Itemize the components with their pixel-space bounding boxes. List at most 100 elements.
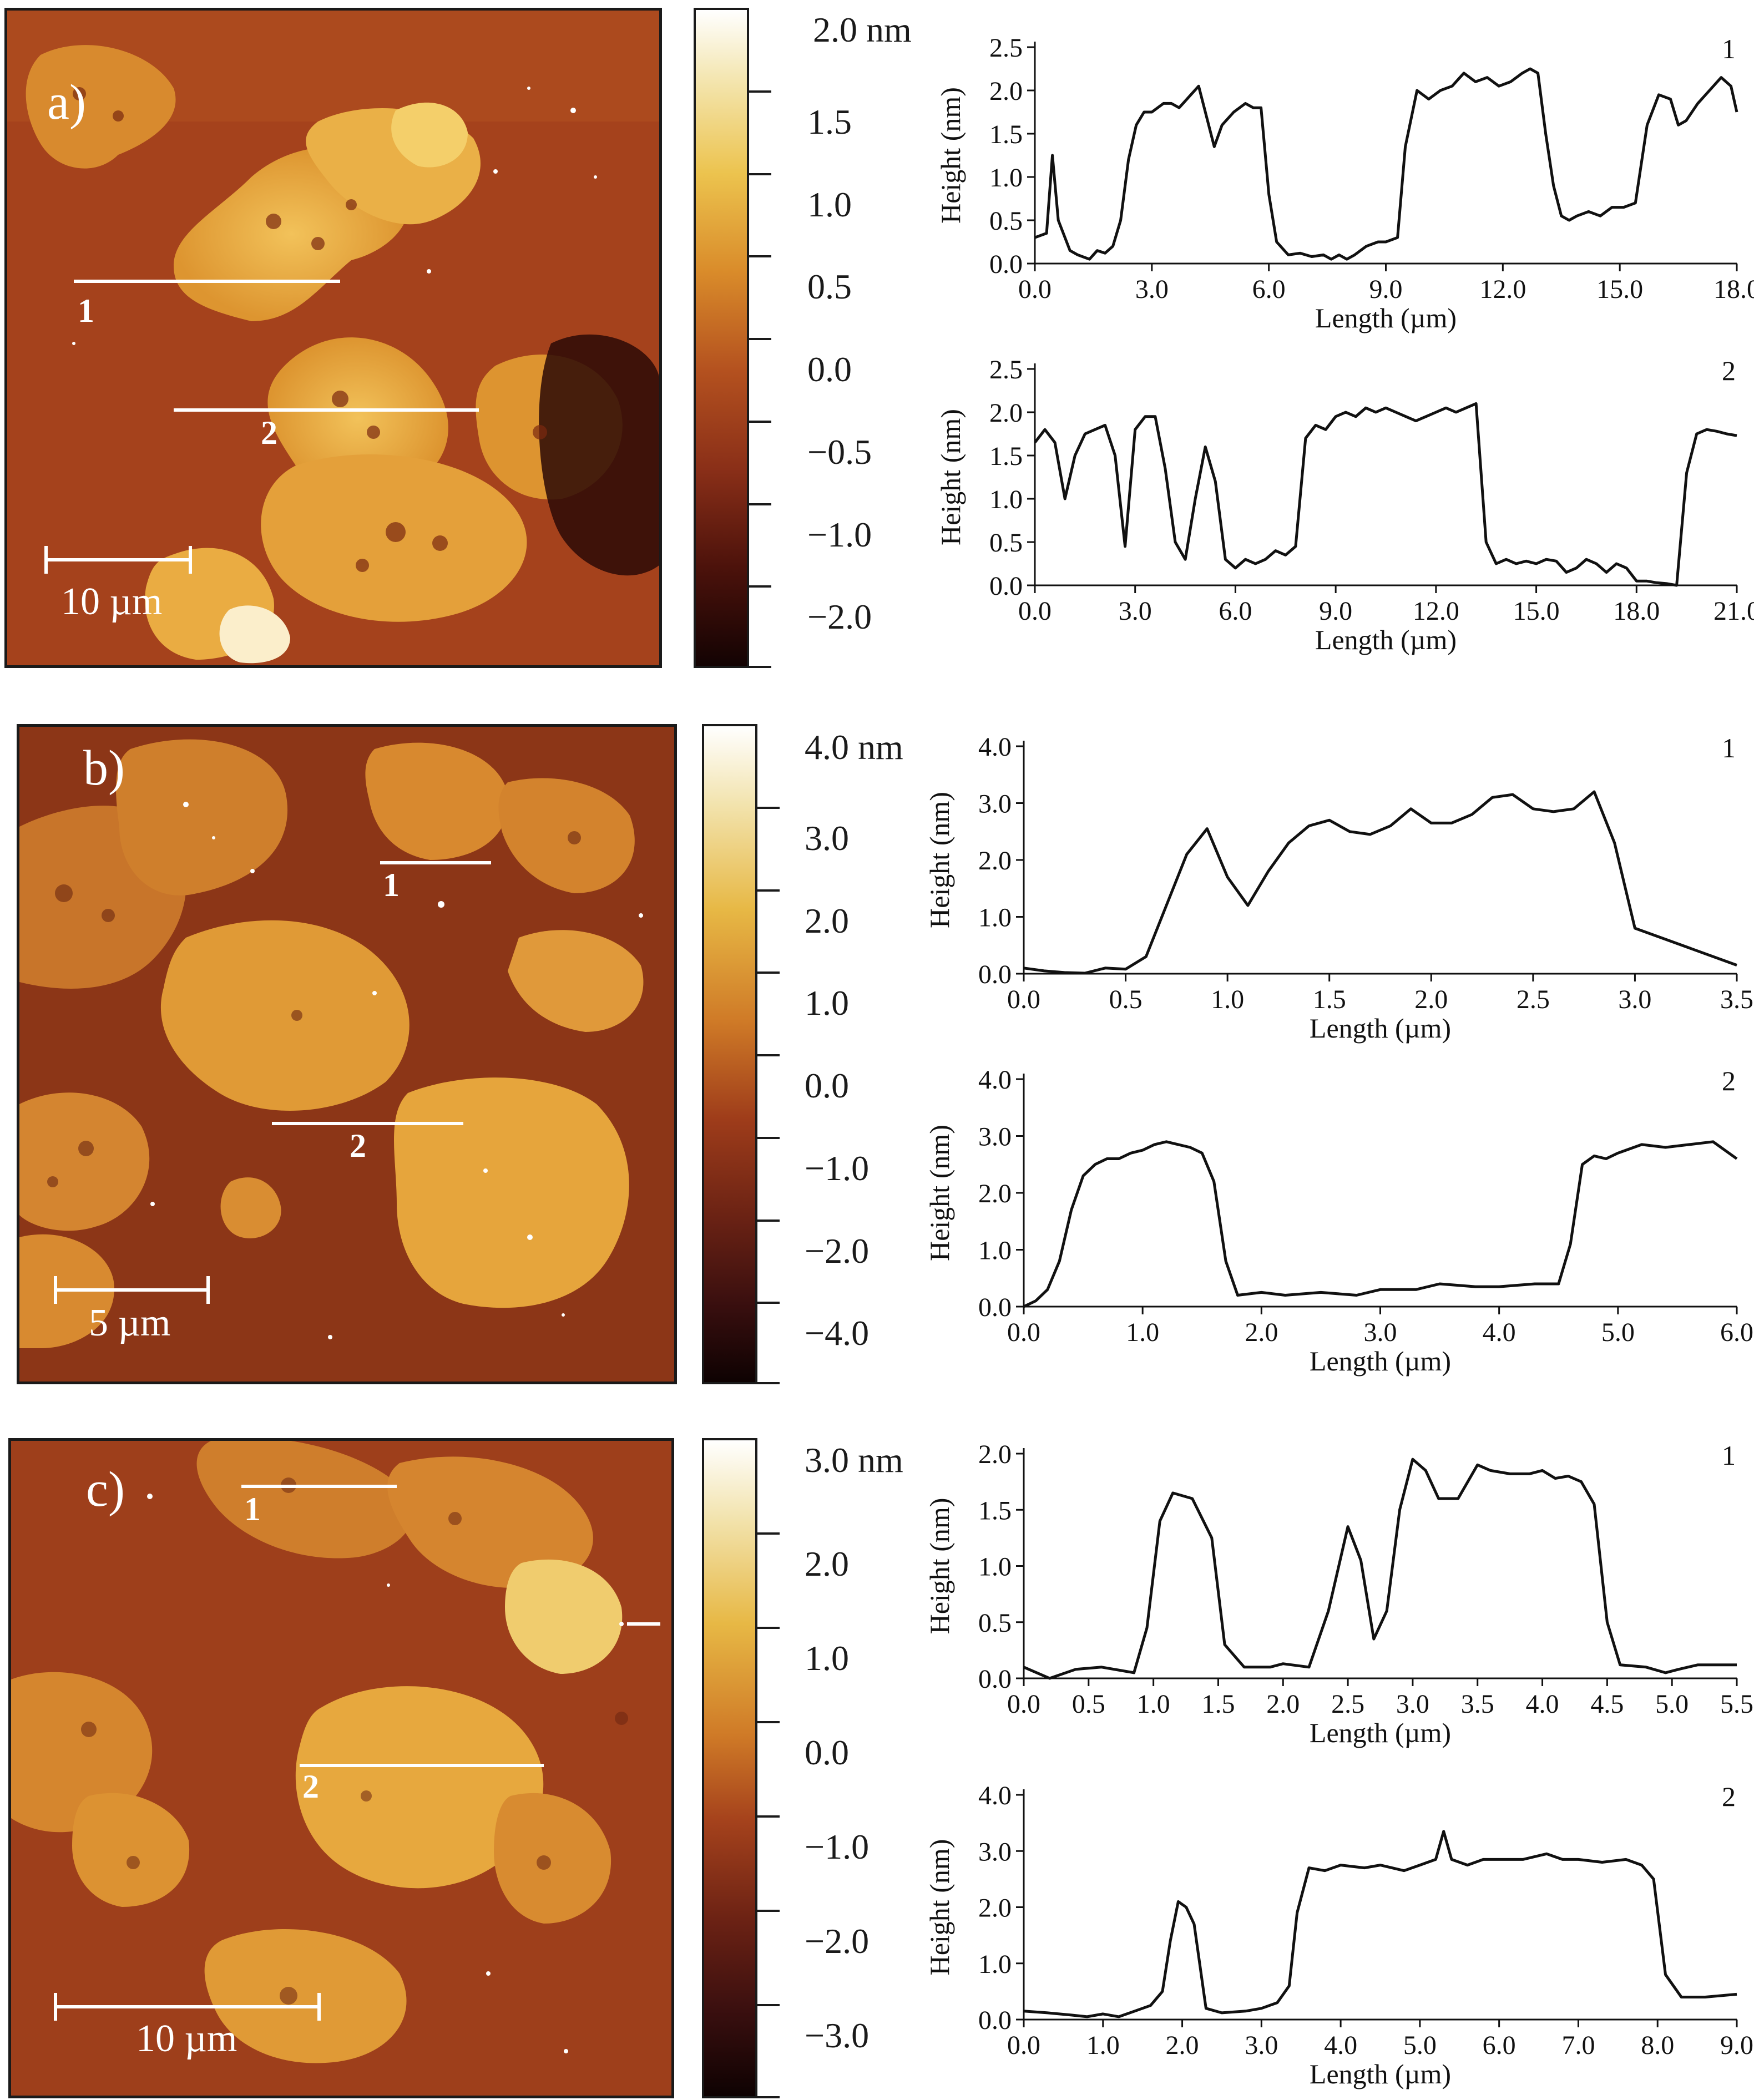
colorbar-tick bbox=[749, 255, 771, 258]
profile-line-label-b2: 2 bbox=[350, 1127, 366, 1164]
colorbar-tick bbox=[749, 173, 771, 175]
profile-number-label: 1 bbox=[1722, 1440, 1736, 1471]
profile-number-label: 2 bbox=[1722, 1065, 1736, 1096]
y-tick-label: 1.0 bbox=[978, 903, 1012, 933]
profile-series-line bbox=[1023, 1140, 1738, 1308]
y-axis-label: Height (nm) bbox=[924, 792, 955, 928]
y-axis-label: Height (nm) bbox=[935, 409, 966, 545]
y-tick-label: 2.0 bbox=[989, 77, 1023, 106]
colorbar-tick bbox=[757, 806, 780, 809]
colorbar-tick-label: −1.0 bbox=[805, 1827, 870, 1866]
profile-line-label-a1: 1 bbox=[78, 292, 94, 329]
x-tick-label: 4.0 bbox=[1526, 1689, 1559, 1719]
colorbar-tick bbox=[749, 90, 771, 93]
profile-chart-a1: 0.0 0.5 1.0 1.5 2.0 2.5 0.0 3.0 6.0 9.0 12.0 15.0 18… bbox=[935, 33, 1754, 333]
y-tick-label: 1.0 bbox=[989, 163, 1023, 193]
colorbar-tick bbox=[757, 2004, 780, 2006]
y-tick-label: 2.0 bbox=[978, 1179, 1012, 1208]
x-tick-label: 5.0 bbox=[1601, 1318, 1635, 1347]
colorbar-tick bbox=[749, 585, 771, 588]
x-tick-label: 7.0 bbox=[1561, 2031, 1595, 2060]
y-tick-label: 0.0 bbox=[989, 250, 1023, 279]
x-tick-label: 3.0 bbox=[1245, 2031, 1278, 2060]
x-tick-label: 12.0 bbox=[1413, 596, 1459, 626]
x-tick-label: 0.5 bbox=[1109, 985, 1143, 1014]
x-tick-label: 4.0 bbox=[1324, 2031, 1357, 2060]
colorbar-tick bbox=[757, 1627, 780, 1629]
colorbar-tick bbox=[757, 971, 780, 974]
profile-line-label-c1: 1 bbox=[244, 1491, 261, 1527]
y-tick-label: 1.0 bbox=[978, 1552, 1012, 1582]
profile-number-label: 2 bbox=[1722, 1781, 1736, 1812]
x-tick-label: 0.0 bbox=[1018, 275, 1052, 304]
scale-bar-label-a: 10 µm bbox=[61, 580, 163, 623]
y-tick-label: 1.5 bbox=[989, 120, 1023, 149]
colorbar-tick bbox=[757, 1382, 780, 1384]
x-axis-label: Length (µm) bbox=[1310, 1013, 1451, 1044]
x-tick-label: 2.0 bbox=[1414, 985, 1448, 1014]
x-tick-label: 6.0 bbox=[1483, 2031, 1516, 2060]
y-tick-label: 3.0 bbox=[978, 1837, 1012, 1866]
y-tick-label: 3.0 bbox=[978, 790, 1012, 819]
profile-number-label: 1 bbox=[1722, 33, 1736, 64]
colorbar-tick-label: −4.0 bbox=[805, 1313, 870, 1353]
panel-b: b) 1 2 5 µm 4.0 nm 3.0 2.0 1.0 0.0 −1.0 −2.0 −… bbox=[0, 718, 1754, 1390]
afm-topography-c bbox=[11, 1441, 671, 2096]
colorbar-c bbox=[702, 1438, 757, 2098]
profile-chart-c2: 0.0 1.0 2.0 3.0 4.0 0.0 1.0 2.0 3.0 4.0 5.0 6.0 7.0 8… bbox=[924, 1781, 1753, 2089]
colorbar-tick bbox=[757, 1054, 780, 1056]
x-tick-label: 0.5 bbox=[1072, 1689, 1105, 1719]
y-tick-label: 3.0 bbox=[978, 1122, 1012, 1152]
x-tick-label: 15.0 bbox=[1596, 275, 1643, 304]
colorbar-tick bbox=[757, 1136, 780, 1139]
y-axis-label: Height (nm) bbox=[924, 1125, 955, 1261]
x-tick-label: 1.0 bbox=[1137, 1689, 1170, 1719]
colorbar-tick-label: −3.0 bbox=[805, 2016, 870, 2055]
y-axis-label: Height (nm) bbox=[924, 1498, 955, 1635]
panel-label-b: b) bbox=[83, 741, 125, 796]
profile-chart-a2: 0.0 0.5 1.0 1.5 2.0 2.5 0.0 3.0 6.0 9.0 12.0 15.0 18… bbox=[935, 355, 1754, 655]
y-tick-label: 1.5 bbox=[978, 1496, 1012, 1525]
profile-line-label-c2: 2 bbox=[302, 1768, 319, 1805]
y-tick-label: 0.5 bbox=[989, 528, 1023, 558]
colorbar-tick bbox=[757, 2096, 780, 2098]
x-tick-label: 6.0 bbox=[1720, 1318, 1753, 1347]
x-tick-label: 3.0 bbox=[1396, 1689, 1429, 1719]
x-axis-label: Length (µm) bbox=[1310, 1717, 1451, 1748]
x-tick-label: 1.0 bbox=[1126, 1318, 1159, 1347]
profile-series-line bbox=[1034, 402, 1737, 587]
colorbar-tick-label: 1.0 bbox=[805, 983, 849, 1023]
y-tick-label: 2.0 bbox=[978, 1894, 1012, 1923]
x-tick-label: 6.0 bbox=[1252, 275, 1286, 304]
y-tick-label: 0.5 bbox=[989, 206, 1023, 236]
x-tick-label: 6.0 bbox=[1219, 596, 1252, 626]
x-axis-label: Length (µm) bbox=[1310, 1345, 1451, 1377]
colorbar-tick bbox=[757, 1219, 780, 1222]
scale-bar-label-c: 10 µm bbox=[136, 2017, 237, 2060]
y-tick-label: 2.5 bbox=[989, 355, 1023, 384]
scale-bar-label-b: 5 µm bbox=[89, 1302, 171, 1344]
colorbar-b bbox=[702, 724, 757, 1384]
x-tick-label: 0.0 bbox=[1007, 1318, 1040, 1347]
x-tick-label: 1.0 bbox=[1086, 2031, 1120, 2060]
x-tick-label: 3.0 bbox=[1618, 985, 1651, 1014]
y-tick-label: 2.0 bbox=[989, 398, 1023, 428]
colorbar-c-top-label: 3.0 nm bbox=[805, 1440, 903, 1480]
y-axis-label: Height (nm) bbox=[935, 87, 966, 224]
colorbar-tick-label: −2.0 bbox=[805, 1231, 870, 1271]
x-tick-label: 3.5 bbox=[1720, 985, 1753, 1014]
profile-number-label: 1 bbox=[1722, 732, 1736, 763]
afm-image-a bbox=[4, 8, 662, 668]
x-tick-label: 18.0 bbox=[1613, 596, 1660, 626]
colorbar-tick-label: 0.0 bbox=[805, 1733, 849, 1772]
y-axis-label: Height (nm) bbox=[924, 1839, 955, 1976]
colorbar-tick-label: 2.0 bbox=[805, 900, 849, 940]
x-tick-label: 2.0 bbox=[1166, 2031, 1199, 2060]
y-tick-label: 1.0 bbox=[989, 485, 1023, 514]
colorbar-tick-label: 0.0 bbox=[807, 350, 852, 389]
x-tick-label: 9.0 bbox=[1369, 275, 1403, 304]
x-axis-label: Length (µm) bbox=[1315, 302, 1457, 333]
afm-image-c bbox=[8, 1438, 674, 2098]
profile-series-line bbox=[1034, 67, 1738, 261]
colorbar-tick-label: 2.0 bbox=[805, 1544, 849, 1583]
